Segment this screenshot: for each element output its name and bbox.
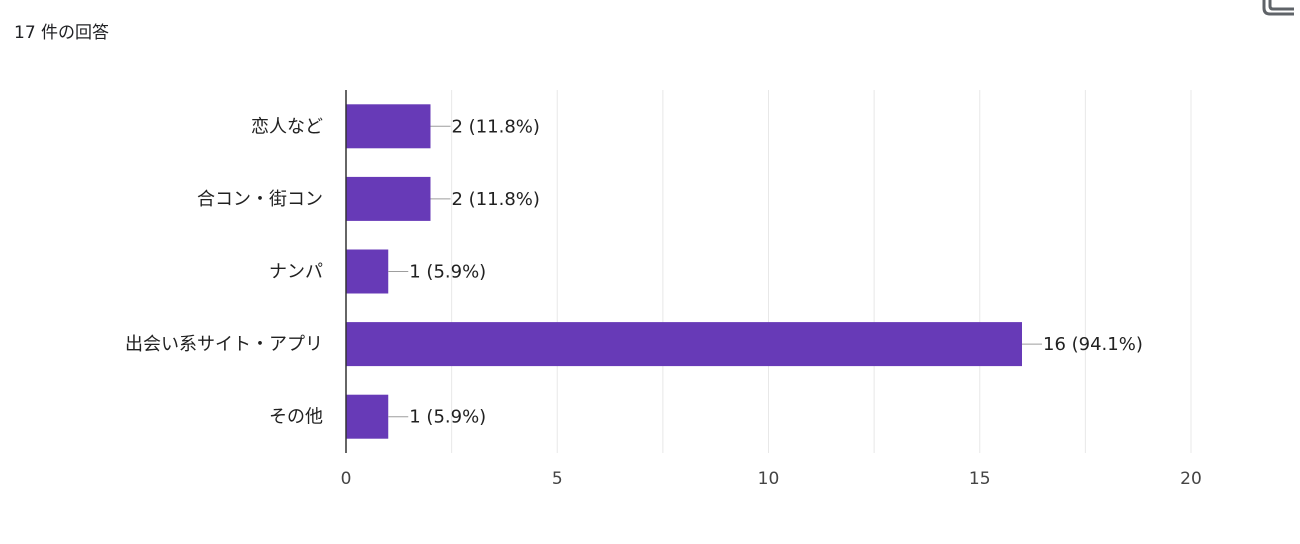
bar bbox=[346, 322, 1022, 367]
bar-value-label: 2 (11.8%) bbox=[452, 189, 540, 210]
x-tick-label: 5 bbox=[552, 469, 563, 489]
x-tick-label: 20 bbox=[1180, 469, 1202, 489]
x-tick-label: 10 bbox=[758, 469, 780, 489]
bar bbox=[346, 176, 431, 221]
category-label: 出会い系サイト・アプリ bbox=[125, 334, 323, 355]
bar-value-label: 1 (5.9%) bbox=[409, 407, 486, 428]
category-label: 恋人など bbox=[251, 115, 323, 137]
bar bbox=[346, 394, 389, 439]
category-label: ナンパ bbox=[269, 262, 323, 283]
response-count: 17 件の回答 bbox=[14, 23, 110, 43]
x-tick-label: 0 bbox=[341, 469, 352, 489]
bar-value-label: 1 (5.9%) bbox=[409, 262, 486, 283]
category-label: 合コン・街コン bbox=[197, 189, 323, 210]
copy-chart-button[interactable] bbox=[1260, 0, 1294, 18]
category-label: その他 bbox=[269, 407, 323, 428]
bar-value-label: 2 (11.8%) bbox=[452, 116, 540, 137]
x-tick-label: 15 bbox=[969, 469, 991, 489]
copy-icon bbox=[1262, 0, 1294, 16]
bar-value-label: 16 (94.1%) bbox=[1043, 334, 1143, 355]
bar bbox=[346, 104, 431, 149]
bar bbox=[346, 249, 389, 294]
